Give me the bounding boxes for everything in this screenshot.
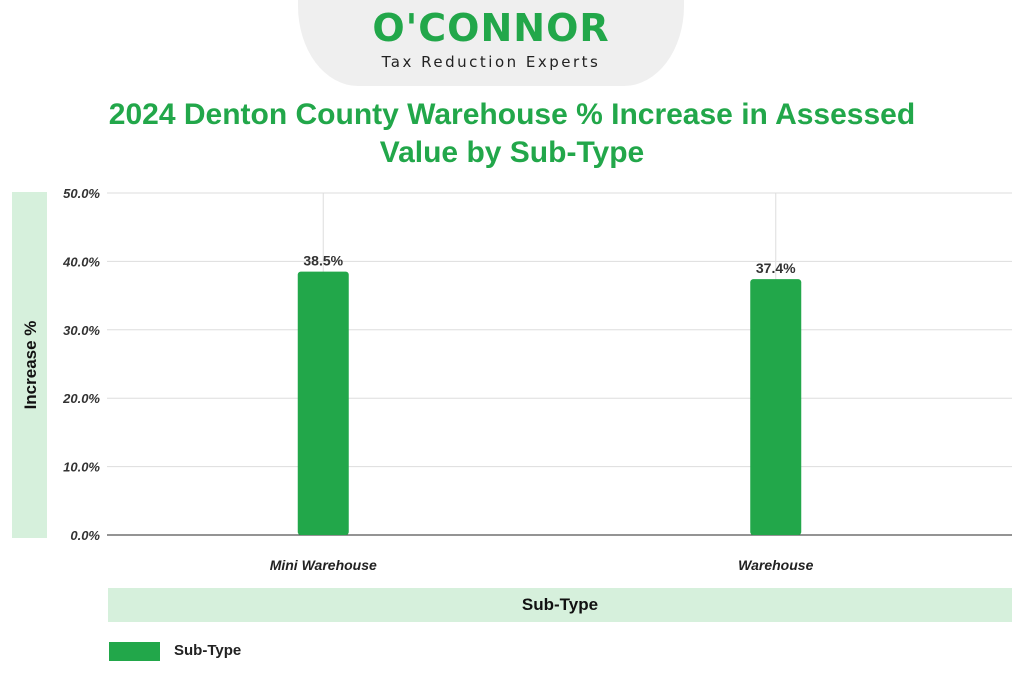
logo-tagline: Tax Reduction Experts bbox=[381, 53, 601, 71]
gridlines bbox=[107, 192, 1012, 536]
legend-label: Sub-Type bbox=[174, 642, 242, 659]
x-tick-label: Mini Warehouse bbox=[270, 557, 377, 573]
labels: 0.0% 10.0% 20.0% 30.0% 40.0% 50.0% 38.5% Mini W… bbox=[62, 186, 813, 573]
logo-wordmark: O'CONNOR bbox=[372, 6, 610, 50]
x-axis-label: Sub-Type bbox=[521, 595, 599, 614]
x-tick-label: Warehouse bbox=[738, 557, 813, 573]
y-tick-label: 10.0% bbox=[63, 460, 100, 475]
y-tick-label: 20.0% bbox=[62, 391, 100, 406]
data-label: 37.4% bbox=[756, 260, 796, 276]
y-tick-label: 0.0% bbox=[70, 528, 100, 543]
y-tick-label: 30.0% bbox=[63, 323, 100, 338]
bars bbox=[297, 271, 802, 535]
x-axis-label-band: Sub-Type bbox=[108, 588, 1012, 622]
y-axis-label-band bbox=[12, 192, 47, 538]
y-tick-label: 50.0% bbox=[63, 186, 100, 201]
bar-mini-warehouse bbox=[297, 271, 349, 535]
data-label: 38.5% bbox=[303, 253, 343, 269]
chart-title: 2024 Denton County Warehouse % Increase … bbox=[108, 98, 916, 169]
bar-warehouse bbox=[750, 279, 802, 535]
legend-swatch bbox=[109, 642, 160, 661]
y-tick-label: 40.0% bbox=[62, 254, 100, 269]
logo-banner: O'CONNOR Tax Reduction Experts bbox=[298, 0, 684, 86]
